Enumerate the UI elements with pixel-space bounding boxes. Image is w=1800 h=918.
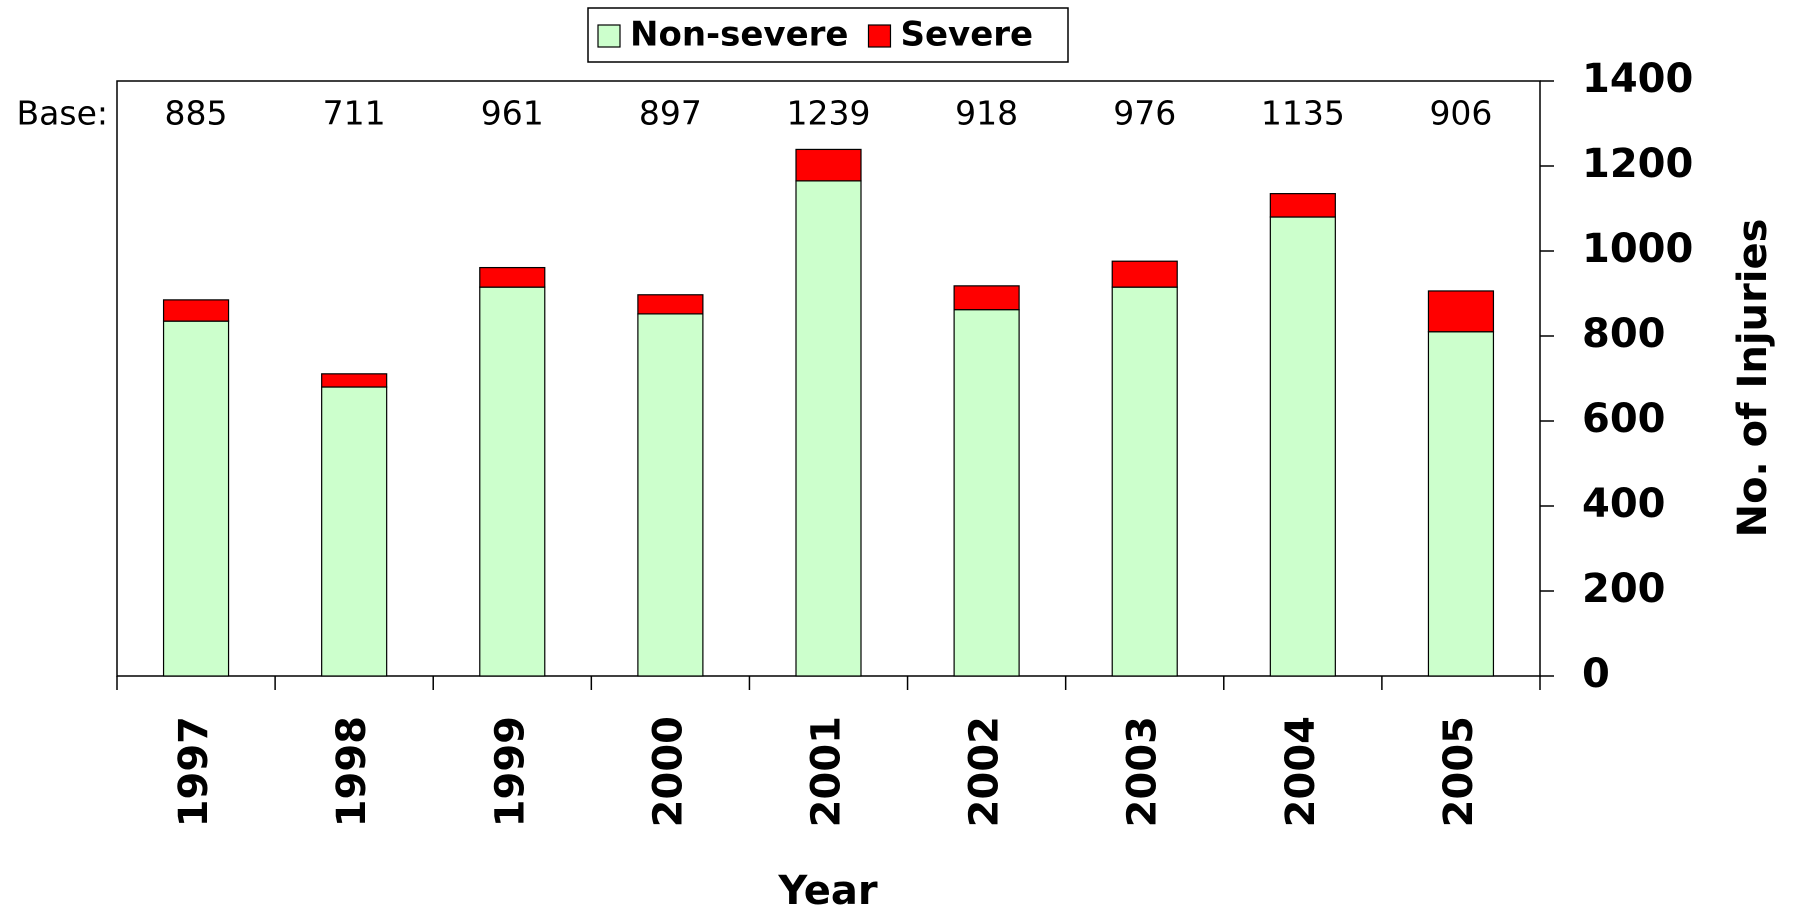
- bar-segment: [479, 266, 546, 288]
- base-value: 1239: [787, 94, 871, 133]
- x-tick-label: 2002: [962, 716, 1008, 827]
- x-axis-title: Year: [777, 868, 877, 914]
- y-tick-label: 600: [1582, 396, 1666, 442]
- base-value: 918: [955, 94, 1018, 133]
- bar-segment: [953, 309, 1020, 677]
- x-tick-label: 2003: [1120, 716, 1166, 827]
- bar-segment: [1269, 216, 1336, 677]
- bar-segment: [321, 373, 388, 388]
- legend-label: Non-severe: [630, 15, 848, 55]
- bar-segment: [637, 294, 704, 315]
- x-tick-label: 2004: [1278, 716, 1324, 827]
- bar-segment: [795, 180, 862, 677]
- base-value: 897: [639, 94, 702, 133]
- base-label: Base:: [17, 94, 108, 133]
- y-tick-label: 200: [1582, 566, 1666, 612]
- legend-swatch: [867, 24, 892, 48]
- y-tick-label: 1400: [1582, 56, 1693, 102]
- base-value: 976: [1113, 94, 1176, 133]
- bar-segment: [162, 299, 230, 322]
- bar-segment: [479, 286, 546, 677]
- y-axis-title: No. of Injuries: [1730, 219, 1776, 538]
- y-tick-label: 400: [1582, 481, 1666, 527]
- base-value: 961: [481, 94, 544, 133]
- bar-segment: [1111, 286, 1178, 677]
- base-value: 1135: [1261, 94, 1345, 133]
- legend-swatch: [597, 24, 621, 48]
- bar-segment: [321, 386, 388, 677]
- x-tick-label: 2001: [804, 716, 850, 827]
- bar-segment: [1427, 331, 1495, 677]
- y-tick-label: 800: [1582, 311, 1666, 357]
- x-tick-label: 2000: [645, 716, 691, 827]
- bar-segment: [1427, 290, 1495, 333]
- bar-segment: [162, 320, 230, 677]
- bar-segment: [1269, 193, 1336, 218]
- base-value: 885: [165, 94, 228, 133]
- y-tick-label: 1200: [1582, 141, 1693, 187]
- bar-segment: [953, 285, 1020, 311]
- x-tick-label: 1997: [171, 716, 217, 827]
- y-tick-label: 1000: [1582, 226, 1693, 272]
- y-tick-label: 0: [1582, 651, 1610, 697]
- legend-box: [587, 7, 1069, 63]
- bar-segment: [795, 148, 862, 182]
- x-tick-label: 1999: [487, 716, 533, 827]
- legend-label: Severe: [900, 15, 1033, 55]
- x-tick-label: 1998: [329, 716, 375, 827]
- bar-segment: [637, 313, 704, 677]
- base-value: 906: [1429, 94, 1492, 133]
- bar-segment: [1111, 260, 1178, 288]
- x-tick-label: 2005: [1436, 716, 1482, 827]
- base-value: 711: [323, 94, 386, 133]
